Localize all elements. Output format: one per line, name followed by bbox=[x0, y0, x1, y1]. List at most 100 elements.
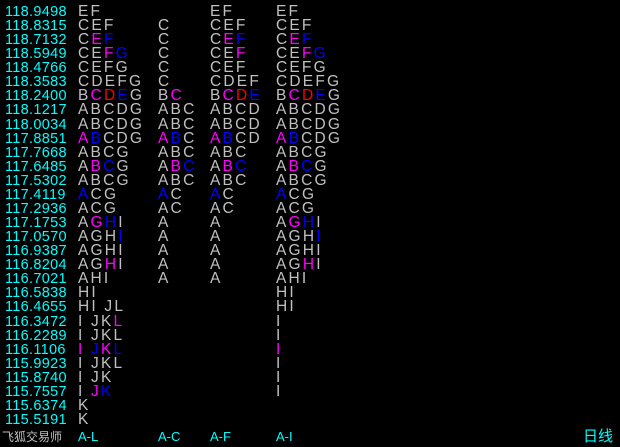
tpo-letter-highlight: G bbox=[90, 214, 105, 232]
tpo-letter-highlight: I bbox=[276, 340, 283, 358]
tpo-cell: AGHI bbox=[276, 228, 323, 246]
profile-row: 118.9498 EF EF EF bbox=[0, 4, 620, 20]
tpo-letter-highlight: A bbox=[78, 185, 91, 203]
tpo-cell: CDEFG bbox=[78, 73, 144, 91]
profile-row: 117.6485 ABCG ABC ABC ABCG bbox=[0, 157, 620, 175]
tpo-cell: AGHI bbox=[276, 214, 323, 232]
tpo-letter-highlight: G bbox=[288, 214, 303, 232]
tpo-cell: ABC bbox=[158, 157, 197, 175]
tpo-cell: CEF bbox=[210, 17, 248, 35]
tpo-cell: AHI bbox=[78, 270, 111, 288]
tpo-cell: I JK bbox=[78, 382, 114, 400]
price-label: 118.1217 bbox=[5, 102, 67, 119]
tpo-cell: HI bbox=[276, 298, 296, 316]
tpo-letter-highlight: F bbox=[301, 31, 314, 49]
period-label[interactable]: 日线 bbox=[583, 428, 614, 445]
profile-row: 115.7557 I JK I bbox=[0, 382, 620, 400]
tpo-letter-highlight: I bbox=[78, 340, 85, 358]
profile-row: 118.4766 CEFG C CEF CEFG bbox=[0, 59, 620, 77]
tpo-cell: ABCDG bbox=[276, 115, 343, 133]
price-label: 116.7021 bbox=[5, 271, 67, 288]
profile-row: 115.5191 K bbox=[0, 411, 620, 429]
tpo-cell: CEFG bbox=[276, 59, 328, 77]
tpo-letter-highlight: D bbox=[103, 87, 118, 105]
price-label: 115.9923 bbox=[5, 355, 67, 372]
tpo-cell: ABC bbox=[158, 101, 197, 119]
price-label: 117.6485 bbox=[5, 158, 67, 175]
tpo-cell: CDEF bbox=[210, 73, 261, 91]
tpo-letter-highlight: B bbox=[90, 157, 104, 175]
profile-row: 116.2289 I JKL I bbox=[0, 326, 620, 344]
profile-row: 116.7021 AHI A A AHI bbox=[0, 270, 620, 288]
tpo-cell: A bbox=[210, 256, 223, 274]
tpo-cell: K bbox=[78, 411, 91, 429]
tpo-cell: BC bbox=[158, 87, 184, 105]
profile-row: 118.5949 CEFG C CEF CEFG bbox=[0, 45, 620, 63]
tpo-cell: ABCG bbox=[276, 171, 329, 189]
tpo-letter-highlight: C bbox=[170, 87, 184, 105]
price-label: 118.3583 bbox=[5, 74, 67, 91]
profile-row: 118.3583 CDEFG C CDEF CDEFG bbox=[0, 73, 620, 91]
tpo-letter-highlight: B bbox=[170, 157, 184, 175]
tpo-letter-highlight: A bbox=[78, 129, 91, 147]
tpo-letter-highlight: C bbox=[235, 157, 249, 175]
tpo-cell: CEF bbox=[78, 17, 116, 35]
tpo-letter-highlight: C bbox=[183, 157, 197, 175]
tpo-cell: ABCD bbox=[210, 115, 262, 133]
tpo-cell: A bbox=[210, 214, 223, 232]
tpo-letter-highlight: B bbox=[90, 129, 104, 147]
tpo-cell: AGHI bbox=[78, 256, 125, 274]
tpo-cell: ACG bbox=[78, 185, 119, 203]
tpo-letter-highlight: A bbox=[276, 185, 289, 203]
tpo-cell: HI JL bbox=[78, 298, 126, 316]
price-label: 118.7132 bbox=[5, 32, 67, 49]
profile-row: 115.9923 I JKL I bbox=[0, 355, 620, 372]
tpo-cell: ABCD bbox=[210, 129, 262, 147]
tpo-letter-highlight: K bbox=[100, 340, 114, 358]
tpo-letter-highlight: H bbox=[104, 214, 119, 232]
tpo-letter-highlight: B bbox=[222, 129, 236, 147]
tpo-cell: K bbox=[78, 396, 91, 414]
tpo-letter-highlight: H bbox=[302, 256, 317, 274]
tpo-letter-highlight: H bbox=[302, 214, 317, 232]
tpo-cell: I JKL bbox=[78, 326, 125, 344]
tpo-letter-highlight: D bbox=[235, 87, 250, 105]
tpo-cell: I JKL bbox=[78, 340, 124, 358]
tpo-cell: ABC bbox=[210, 143, 249, 161]
price-label: 118.2400 bbox=[5, 88, 67, 105]
price-label: 116.4655 bbox=[5, 299, 67, 316]
tpo-letter-highlight: B bbox=[222, 157, 236, 175]
column-label-a-f: A-F bbox=[210, 429, 231, 444]
price-label: 117.2936 bbox=[5, 200, 67, 217]
tpo-cell: AGHI bbox=[276, 256, 323, 274]
tpo-letter-highlight: F bbox=[235, 31, 248, 49]
tpo-letter-highlight: K bbox=[100, 382, 114, 400]
tpo-letter-highlight: I bbox=[118, 228, 125, 246]
tpo-cell: I bbox=[276, 340, 283, 358]
tpo-cell: A bbox=[158, 256, 171, 274]
profile-row: 118.1217 ABCDG ABC ABCD ABCDG bbox=[0, 101, 620, 119]
profile-row: 116.3472 I JKL I bbox=[0, 312, 620, 330]
tpo-cell: CEF bbox=[210, 45, 248, 63]
tpo-cell: I bbox=[276, 312, 283, 330]
tpo-cell: CEF bbox=[276, 17, 314, 35]
tpo-cell: I bbox=[276, 326, 283, 344]
tpo-letter-highlight: E bbox=[117, 87, 130, 105]
tpo-cell: A bbox=[210, 242, 223, 260]
tpo-cell: ACG bbox=[276, 185, 317, 203]
tpo-cell: ABCDG bbox=[78, 115, 145, 133]
tpo-letter-highlight: F bbox=[301, 45, 314, 63]
tpo-cell: BCDEG bbox=[78, 87, 145, 105]
tpo-cell: ABCG bbox=[276, 143, 329, 161]
tpo-cell: ABCG bbox=[78, 143, 131, 161]
tpo-letter-highlight: F bbox=[235, 45, 248, 63]
price-label: 116.1106 bbox=[5, 341, 66, 358]
profile-row: 116.1106 I JKL I bbox=[0, 340, 620, 358]
tpo-cell: CEF bbox=[78, 31, 116, 49]
tpo-cell: AC bbox=[210, 185, 236, 203]
tpo-letter-highlight: B bbox=[288, 157, 302, 175]
tpo-letter-highlight: E bbox=[315, 87, 328, 105]
profile-row: 117.2936 ACG AC AC ACG bbox=[0, 200, 620, 217]
tpo-letter-highlight: A bbox=[158, 129, 171, 147]
